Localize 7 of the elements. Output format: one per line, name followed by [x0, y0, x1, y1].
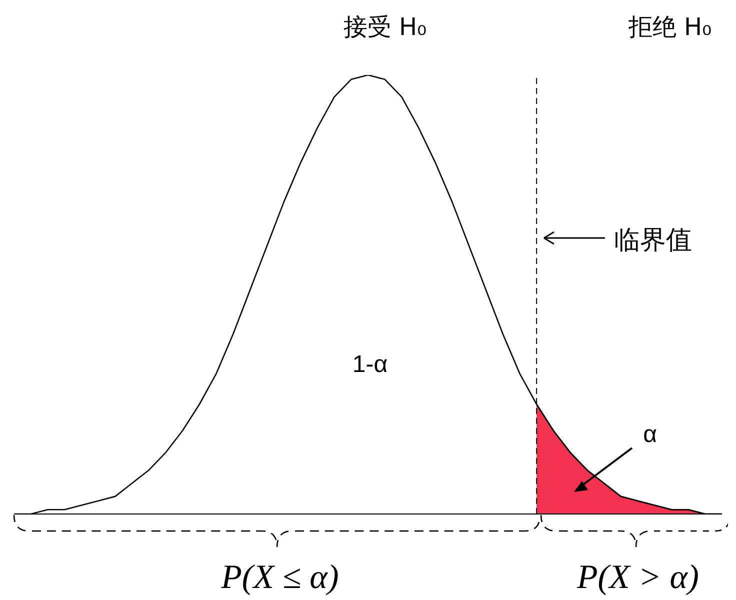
annotation: 1-α	[352, 351, 388, 379]
text: P(X ≤ α)	[221, 559, 339, 597]
text: 接受 H₀	[343, 12, 427, 43]
annotation: 临界值	[614, 224, 692, 258]
annotation: α	[643, 421, 657, 449]
text: P(X > α)	[577, 559, 699, 597]
text: 拒绝 H₀	[628, 12, 712, 43]
